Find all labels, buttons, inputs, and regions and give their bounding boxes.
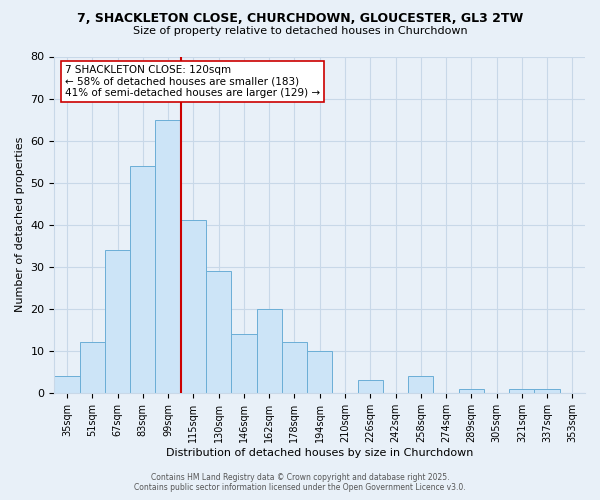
X-axis label: Distribution of detached houses by size in Churchdown: Distribution of detached houses by size … [166,448,473,458]
Bar [181,220,206,393]
Bar [105,250,130,393]
Bar [307,351,332,393]
Bar [257,309,282,393]
Bar [231,334,257,393]
Bar [535,388,560,393]
Text: Size of property relative to detached houses in Churchdown: Size of property relative to detached ho… [133,26,467,36]
Bar [282,342,307,393]
Text: 7 SHACKLETON CLOSE: 120sqm
← 58% of detached houses are smaller (183)
41% of sem: 7 SHACKLETON CLOSE: 120sqm ← 58% of deta… [65,65,320,98]
Text: Contains HM Land Registry data © Crown copyright and database right 2025.
Contai: Contains HM Land Registry data © Crown c… [134,473,466,492]
Bar [206,271,231,393]
Bar [155,120,181,393]
Bar [130,166,155,393]
Bar [408,376,433,393]
Bar [358,380,383,393]
Bar [80,342,105,393]
Bar [509,388,535,393]
Bar [458,388,484,393]
Text: 7, SHACKLETON CLOSE, CHURCHDOWN, GLOUCESTER, GL3 2TW: 7, SHACKLETON CLOSE, CHURCHDOWN, GLOUCES… [77,12,523,26]
Y-axis label: Number of detached properties: Number of detached properties [15,137,25,312]
Bar [55,376,80,393]
